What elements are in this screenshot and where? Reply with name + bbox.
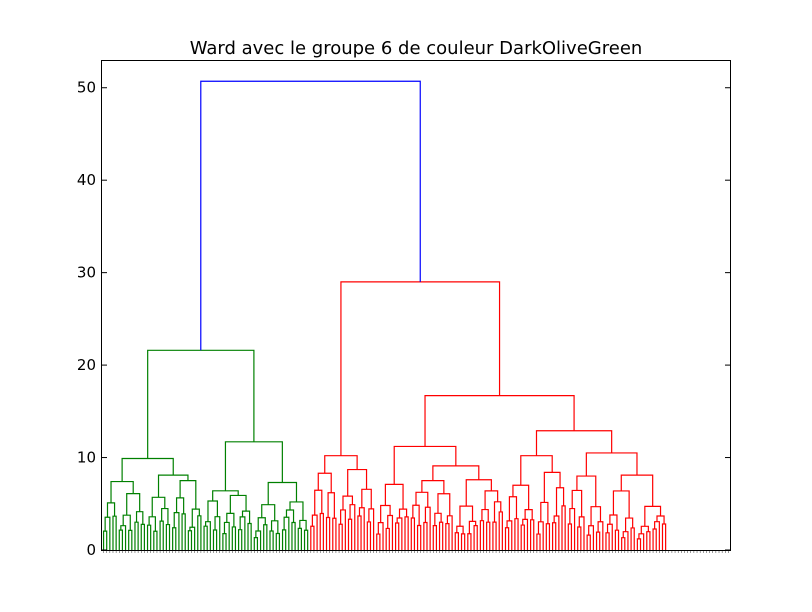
dendrogram-link-61 xyxy=(289,501,304,521)
dendrogram-link-103 xyxy=(434,512,442,526)
dendrogram-link-176 xyxy=(424,395,575,447)
dendrogram-link-159 xyxy=(621,537,626,550)
dendrogram-link-109 xyxy=(460,533,466,550)
dendrogram-link-95 xyxy=(410,517,416,550)
dendrogram-link-168 xyxy=(652,528,657,550)
dendrogram-link-92 xyxy=(404,516,409,550)
dendrogram-link-8 xyxy=(134,521,139,550)
dendrogram-link-20 xyxy=(172,527,177,550)
dendrogram-link-89 xyxy=(380,504,391,523)
dendrogram-link-166 xyxy=(646,531,651,550)
dendrogram-link-12 xyxy=(110,480,134,503)
dendrogram-link-36 xyxy=(222,533,227,550)
dendrogram-link-116 xyxy=(486,521,491,550)
dendrogram-link-175 xyxy=(535,430,613,456)
dendrogram-link-178 xyxy=(200,80,421,351)
dendrogram-link-11 xyxy=(126,493,141,516)
y-tick-label: 50 xyxy=(77,79,96,97)
dendrogram-link-71 xyxy=(327,492,335,519)
dendrogram-link-174 xyxy=(585,452,638,477)
dendrogram-link-96 xyxy=(416,524,422,550)
dendrogram-link-144 xyxy=(567,523,573,550)
dendrogram-link-102 xyxy=(438,521,444,550)
dendrogram-link-125 xyxy=(504,527,510,550)
y-tick-label: 0 xyxy=(86,541,96,559)
dendrogram-link-90 xyxy=(394,522,400,550)
dendrogram-link-42 xyxy=(247,522,252,550)
dendrogram-link-108 xyxy=(454,532,459,550)
dendrogram-link-148 xyxy=(571,489,583,517)
dendrogram-link-129 xyxy=(520,524,525,550)
dendrogram-link-123 xyxy=(432,465,480,481)
y-tick-label: 30 xyxy=(77,264,96,282)
dendrogram-link-70 xyxy=(332,517,337,550)
plot-frame xyxy=(101,60,731,551)
dendrogram-link-122 xyxy=(465,479,492,507)
dendrogram-link-163 xyxy=(612,490,630,519)
dendrogram-link-75 xyxy=(347,518,353,550)
dendrogram-link-7 xyxy=(122,514,131,531)
dendrogram-link-80 xyxy=(366,521,372,550)
dendrogram-link-161 xyxy=(630,527,635,550)
dendrogram-link-48 xyxy=(263,524,268,550)
chart-title: Ward avec le groupe 6 de couleur DarkOli… xyxy=(190,38,643,59)
dendrogram-link-49 xyxy=(257,517,266,532)
dendrogram-link-177 xyxy=(340,281,501,456)
y-tick-label: 40 xyxy=(77,171,96,189)
dendrogram-link-74 xyxy=(340,509,346,550)
dendrogram-links xyxy=(102,80,667,550)
dendrogram-link-139 xyxy=(553,515,560,550)
y-axis: 0 10 20 30 40 50 xyxy=(77,79,730,559)
dendrogram-link-142 xyxy=(543,471,561,503)
dendrogram-link-130 xyxy=(522,518,529,550)
dendrogram-link-1 xyxy=(104,516,111,550)
dendrogram-link-124 xyxy=(393,445,457,485)
dendrogram-link-6 xyxy=(128,529,133,550)
dendrogram-link-68 xyxy=(314,489,323,516)
dendrogram-link-172 xyxy=(644,505,662,527)
dendrogram-link-155 xyxy=(605,532,610,550)
dendrogram-link-81 xyxy=(368,508,375,550)
dendrogram-link-85 xyxy=(376,533,381,550)
dendrogram-link-17 xyxy=(165,523,171,550)
dendrogram-link-23 xyxy=(175,497,185,514)
dendrogram-link-157 xyxy=(614,529,620,550)
dendrogram-link-91 xyxy=(396,517,403,550)
dendrogram-link-140 xyxy=(561,505,566,550)
dendrogram-link-171 xyxy=(656,515,665,524)
dendrogram-link-136 xyxy=(545,523,551,550)
dendrogram-link-93 xyxy=(398,508,408,519)
dendrogram-link-154 xyxy=(576,475,597,507)
y-tick-label: 20 xyxy=(77,356,96,374)
dendrogram-link-50 xyxy=(269,530,274,550)
dendrogram-link-146 xyxy=(577,526,582,550)
dendrogram-link-46 xyxy=(253,537,259,550)
dendrogram-link-37 xyxy=(223,521,230,550)
dendrogram-link-131 xyxy=(530,519,535,550)
dendrogram-link-150 xyxy=(588,525,595,550)
dendrogram-link-112 xyxy=(473,524,478,550)
dendrogram-link-30 xyxy=(121,457,174,482)
dendrogram-link-164 xyxy=(636,538,642,550)
dendrogram-link-162 xyxy=(624,517,634,532)
dendrogram-link-82 xyxy=(361,488,372,509)
y-tick-label: 10 xyxy=(77,449,96,467)
dendrogram-link-119 xyxy=(498,511,503,550)
dendrogram-link-99 xyxy=(424,506,431,550)
dendrogram-link-128 xyxy=(508,496,518,521)
dendrogram-link-76 xyxy=(349,504,356,550)
dendrogram-link-56 xyxy=(291,521,296,550)
dendrogram-link-65 xyxy=(310,525,315,550)
dendrogram-link-78 xyxy=(357,515,362,550)
dendrogram-link-106 xyxy=(437,493,451,516)
dendrogram-link-19 xyxy=(151,496,166,517)
dendrogram-link-43 xyxy=(241,510,251,524)
dendrogram-link-44 xyxy=(229,494,247,514)
dendrogram-link-86 xyxy=(377,522,384,550)
dendrogram-link-141 xyxy=(555,487,565,516)
dendrogram-link-64 xyxy=(147,349,255,459)
dendrogram-link-26 xyxy=(197,515,202,550)
